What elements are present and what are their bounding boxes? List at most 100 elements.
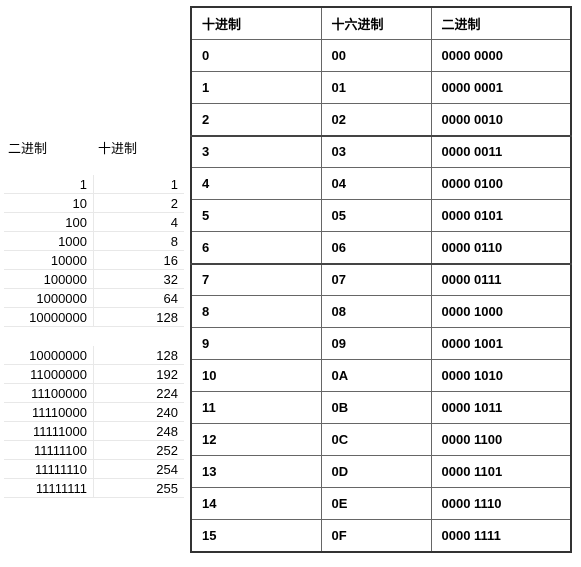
right-cell-decimal: 9 (191, 328, 321, 360)
left-cell-decimal: 8 (94, 232, 184, 250)
left-table-row: 11111100252 (4, 441, 184, 460)
left-table-gap (4, 327, 184, 346)
right-cell-decimal: 14 (191, 488, 321, 520)
right-cell-decimal: 8 (191, 296, 321, 328)
left-cell-decimal: 2 (94, 194, 184, 212)
right-cell-hexadecimal: 02 (321, 104, 431, 136)
right-cell-hexadecimal: 0D (321, 456, 431, 488)
left-table-row: 11000000192 (4, 365, 184, 384)
right-cell-decimal: 15 (191, 520, 321, 552)
right-cell-hexadecimal: 01 (321, 72, 431, 104)
right-table-body: 0000000 00001010000 00012020000 00103030… (191, 40, 571, 552)
left-cell-decimal: 248 (94, 422, 184, 440)
left-table-row: 102 (4, 194, 184, 213)
right-cell-decimal: 0 (191, 40, 321, 72)
left-cell-decimal: 254 (94, 460, 184, 478)
right-table-header-row: 十进制 十六进制 二进制 (191, 7, 571, 40)
left-binary-decimal-table: 二进制 十进制 11102100410008100001610000032100… (4, 138, 184, 498)
right-cell-hexadecimal: 08 (321, 296, 431, 328)
right-table-row: 140E0000 1110 (191, 488, 571, 520)
right-header-decimal: 十进制 (191, 7, 321, 40)
right-cell-binary: 0000 1110 (431, 488, 571, 520)
right-header-hexadecimal: 十六进制 (321, 7, 431, 40)
right-cell-binary: 0000 0111 (431, 264, 571, 296)
right-cell-hexadecimal: 0E (321, 488, 431, 520)
left-cell-binary: 11100000 (4, 384, 94, 402)
right-cell-hexadecimal: 06 (321, 232, 431, 264)
right-table-row: 9090000 1001 (191, 328, 571, 360)
right-cell-hexadecimal: 07 (321, 264, 431, 296)
right-table-row: 150F0000 1111 (191, 520, 571, 552)
right-cell-hexadecimal: 09 (321, 328, 431, 360)
right-cell-hexadecimal: 00 (321, 40, 431, 72)
right-cell-binary: 0000 1111 (431, 520, 571, 552)
left-table-row: 10000000128 (4, 308, 184, 327)
right-cell-binary: 0000 1100 (431, 424, 571, 456)
right-cell-hexadecimal: 0F (321, 520, 431, 552)
right-cell-hexadecimal: 0C (321, 424, 431, 456)
left-table-row: 11100000224 (4, 384, 184, 403)
left-cell-decimal: 64 (94, 289, 184, 307)
right-cell-hexadecimal: 03 (321, 136, 431, 168)
left-cell-binary: 11111111 (4, 479, 94, 497)
left-cell-binary: 11111100 (4, 441, 94, 459)
right-cell-binary: 0000 1101 (431, 456, 571, 488)
left-cell-binary: 1 (4, 175, 94, 193)
right-table-row: 6060000 0110 (191, 232, 571, 264)
right-cell-hexadecimal: 05 (321, 200, 431, 232)
left-table-row: 10000000128 (4, 346, 184, 365)
left-cell-binary: 10000000 (4, 308, 94, 326)
left-table-row: 11110000240 (4, 403, 184, 422)
left-cell-binary: 11110000 (4, 403, 94, 421)
right-cell-binary: 0000 0010 (431, 104, 571, 136)
right-cell-binary: 0000 1001 (431, 328, 571, 360)
right-cell-decimal: 12 (191, 424, 321, 456)
left-table-header: 二进制 十进制 (4, 138, 184, 157)
left-cell-binary: 11000000 (4, 365, 94, 383)
left-cell-decimal: 1 (94, 175, 184, 193)
right-cell-decimal: 10 (191, 360, 321, 392)
right-cell-hexadecimal: 0B (321, 392, 431, 424)
right-conversion-table: 十进制 十六进制 二进制 0000000 00001010000 0001202… (190, 6, 572, 553)
left-cell-binary: 10000000 (4, 346, 94, 364)
left-cell-binary: 11111110 (4, 460, 94, 478)
right-cell-decimal: 5 (191, 200, 321, 232)
right-table-row: 7070000 0111 (191, 264, 571, 296)
left-table-row: 1000016 (4, 251, 184, 270)
left-table-row: 1004 (4, 213, 184, 232)
right-cell-decimal: 13 (191, 456, 321, 488)
left-cell-decimal: 128 (94, 346, 184, 364)
left-cell-binary: 100 (4, 213, 94, 231)
right-header-binary: 二进制 (431, 7, 571, 40)
left-cell-decimal: 224 (94, 384, 184, 402)
right-table-row: 130D0000 1101 (191, 456, 571, 488)
left-cell-decimal: 252 (94, 441, 184, 459)
left-table-row: 10008 (4, 232, 184, 251)
right-cell-binary: 0000 1011 (431, 392, 571, 424)
left-table-row: 100000064 (4, 289, 184, 308)
right-table-row: 5050000 0101 (191, 200, 571, 232)
right-cell-decimal: 3 (191, 136, 321, 168)
right-table-row: 3030000 0011 (191, 136, 571, 168)
left-header-binary: 二进制 (4, 138, 94, 157)
left-cell-decimal: 16 (94, 251, 184, 269)
right-cell-binary: 0000 0101 (431, 200, 571, 232)
left-table-row: 11 (4, 175, 184, 194)
left-table-body: 1110210041000810000161000003210000006410… (4, 175, 184, 498)
left-cell-binary: 1000000 (4, 289, 94, 307)
right-cell-decimal: 7 (191, 264, 321, 296)
left-cell-binary: 100000 (4, 270, 94, 288)
right-cell-decimal: 2 (191, 104, 321, 136)
right-table-row: 1010000 0001 (191, 72, 571, 104)
left-cell-decimal: 192 (94, 365, 184, 383)
left-table-row: 10000032 (4, 270, 184, 289)
right-cell-binary: 0000 0110 (431, 232, 571, 264)
right-cell-binary: 0000 0011 (431, 136, 571, 168)
left-table-row: 11111000248 (4, 422, 184, 441)
right-table-row: 2020000 0010 (191, 104, 571, 136)
right-cell-decimal: 4 (191, 168, 321, 200)
right-cell-decimal: 6 (191, 232, 321, 264)
left-cell-decimal: 32 (94, 270, 184, 288)
left-cell-decimal: 255 (94, 479, 184, 497)
right-cell-binary: 0000 1000 (431, 296, 571, 328)
